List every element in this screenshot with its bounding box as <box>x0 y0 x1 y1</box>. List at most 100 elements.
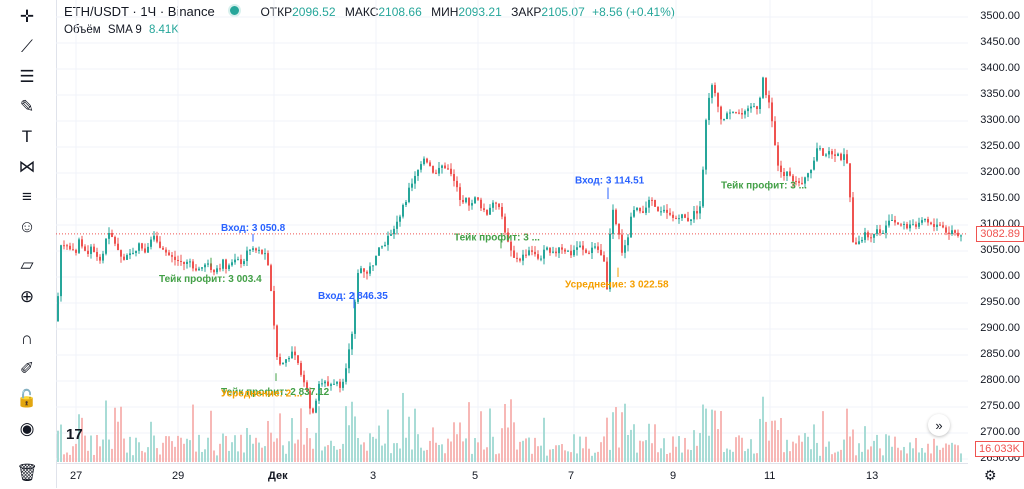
candle-body <box>744 111 746 115</box>
candle-body <box>273 290 275 326</box>
candle-body <box>231 262 233 266</box>
candle-body <box>747 108 749 112</box>
volume-ma-label: SMA 9 <box>107 24 142 36</box>
zoom-in-icon[interactable]: ⊕ <box>19 287 35 306</box>
volume-bar <box>102 439 104 462</box>
volume-bar <box>204 449 206 462</box>
candle-body <box>855 242 857 245</box>
candle-body <box>255 248 257 251</box>
candle-body <box>912 224 914 226</box>
magnet-icon[interactable]: ∩ <box>20 329 34 348</box>
candle-body <box>771 102 773 122</box>
candle-body <box>267 253 269 266</box>
volume-bar <box>312 448 314 462</box>
volume-bar <box>849 436 851 462</box>
candle-body <box>900 224 902 226</box>
volume-bar <box>168 436 170 462</box>
fib-icon[interactable]: ≡ <box>22 187 32 206</box>
candle-body <box>720 106 722 120</box>
candle-body <box>81 239 83 247</box>
volume-bar <box>276 438 278 462</box>
candle-body <box>525 254 527 256</box>
horizontal-lines-icon[interactable]: ☰ <box>19 67 35 86</box>
candle-body <box>288 357 290 360</box>
candle-body <box>222 259 224 269</box>
candle-body <box>750 106 752 109</box>
volume-bar <box>672 436 674 462</box>
pattern-icon[interactable]: ⋈ <box>18 157 36 176</box>
eye-icon[interactable]: ◉ <box>19 419 35 438</box>
volume-bar <box>468 402 470 462</box>
candle-body <box>543 249 545 259</box>
volume-bar <box>264 446 266 462</box>
time-tick-label: 13 <box>866 470 879 482</box>
candle-body <box>519 258 521 261</box>
ruler-icon[interactable]: ▱ <box>20 255 34 274</box>
candle-body <box>804 177 806 184</box>
volume-bar <box>861 451 863 462</box>
candle-body <box>570 250 572 256</box>
candle-body <box>486 209 488 215</box>
price-tick-label: 2850.00 <box>980 348 1020 360</box>
price-tick-label: 3350.00 <box>980 88 1020 100</box>
candle-body <box>87 250 89 254</box>
volume-bar <box>771 420 773 462</box>
volume-bar <box>84 435 86 462</box>
candle-body <box>441 165 443 168</box>
volume-bar <box>624 403 626 462</box>
crosshair-icon[interactable]: ✛ <box>19 7 35 26</box>
volume-bar <box>135 437 137 462</box>
trade-annotation-avg: Усреднение: 3 022.58 <box>565 279 669 290</box>
symbol-title[interactable]: ETH/USDT · 1Ч · Binance <box>64 4 215 19</box>
candle-body <box>462 199 464 203</box>
volume-bar <box>171 441 173 462</box>
volume-bar <box>297 439 299 462</box>
volume-bar <box>456 434 458 462</box>
price-scale[interactable]: 3500.00 3450.00 3400.00 3350.00 3300.00 3250.… <box>968 0 1024 464</box>
volume-bar <box>870 446 872 462</box>
volume-bar <box>513 422 515 462</box>
volume-bar <box>420 447 422 462</box>
candle-body <box>780 165 782 172</box>
volume-bar <box>906 453 908 462</box>
candle-body <box>96 251 98 257</box>
volume-legend[interactable]: Объём SMA 9 8.41K <box>64 24 179 36</box>
brush-icon[interactable]: ✎ <box>19 97 35 116</box>
gear-icon[interactable]: ⚙ <box>984 467 997 483</box>
trend-line-icon[interactable]: ⟋ <box>21 37 33 56</box>
candle-body <box>345 368 347 382</box>
price-chart[interactable]: Вход: 3 050.8 Тейк профит: 3 003.4 Вход: 2… <box>56 0 968 463</box>
volume-bar <box>195 451 197 462</box>
volume-bar <box>213 450 215 462</box>
volume-bar <box>390 453 392 462</box>
candle-body <box>555 251 557 254</box>
candle-body <box>339 381 341 388</box>
volume-bar <box>126 452 128 462</box>
candle-body <box>510 241 512 251</box>
candle-body <box>279 357 281 365</box>
candle-body <box>114 236 116 244</box>
volume-bar <box>234 435 236 462</box>
volume-bar <box>321 450 323 462</box>
lock-drawing-icon[interactable]: ✐ <box>19 359 35 378</box>
candle-body <box>666 209 668 213</box>
candle-body <box>189 261 191 263</box>
scroll-to-latest-button[interactable]: » <box>928 414 950 436</box>
candle-body <box>456 180 458 188</box>
emoji-icon[interactable]: ☺ <box>18 217 36 236</box>
trash-icon[interactable]: 🗑 <box>16 463 38 482</box>
volume-bar <box>612 412 614 462</box>
text-icon[interactable]: T <box>21 127 33 146</box>
volume-bar <box>750 439 752 462</box>
volume-bar <box>408 416 410 462</box>
candle-body <box>708 97 710 121</box>
candle-body <box>627 237 629 246</box>
candle-body <box>408 187 410 202</box>
lock-icon[interactable]: 🔓 <box>16 389 38 408</box>
candle-body <box>654 199 656 207</box>
candle-body <box>327 381 329 386</box>
candle-body <box>564 249 566 252</box>
volume-bar <box>579 436 581 462</box>
time-scale[interactable]: 27 29 Дек 3 5 7 9 11 13 <box>56 463 968 489</box>
candle-body <box>159 241 161 248</box>
